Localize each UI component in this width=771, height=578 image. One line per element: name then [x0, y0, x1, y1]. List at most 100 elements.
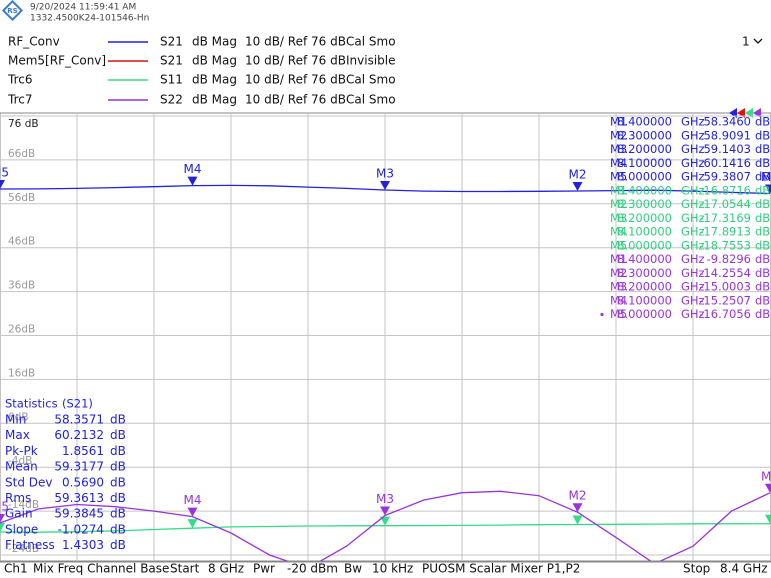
marker-name: M5 [610, 238, 627, 252]
marker-response-unit: dB [755, 225, 770, 239]
trace-scale: 10 dB/ Ref 76 dB [245, 35, 346, 49]
marker-stimulus-unit: GHz [681, 142, 705, 156]
y-tick-label: -4dB [8, 455, 32, 467]
statistic-label: Mean [5, 460, 38, 474]
marker-stimulus-unit: GHz [681, 170, 705, 184]
statistics-trace: (S21) [62, 397, 93, 411]
statistic-unit: dB [110, 522, 126, 536]
marker-triangle [187, 176, 198, 186]
statistic-value: 1.8561 [62, 444, 104, 458]
trace-status: Invisible [346, 54, 396, 68]
statistics-title: Statistics [5, 397, 58, 411]
trace-line [0, 523, 771, 533]
marker-name: M3 [610, 142, 627, 156]
marker-label: M1 [761, 469, 771, 483]
statistic-value: 59.3845 [54, 507, 104, 521]
marker-name: M5 [610, 307, 627, 321]
marker-name: M4 [610, 293, 627, 307]
marker-label: M4 [184, 493, 202, 507]
trace-scale: 10 dB/ Ref 76 dB [245, 54, 346, 68]
statistic-value: 59.3613 [54, 491, 104, 505]
marker-response: 59.1403 [703, 142, 751, 156]
y-tick-label: 6dB [8, 411, 29, 423]
marker-label: M3 [376, 167, 394, 181]
marker-stimulus-unit: GHz [681, 225, 705, 239]
marker-stimulus: 8.400000 [617, 183, 672, 197]
trace-status: Cal Smo [346, 73, 396, 87]
y-tick-label: 56dB [8, 192, 35, 204]
logo: RS [1, 0, 24, 22]
trace-line [0, 490, 771, 561]
window-number[interactable]: 1 [742, 35, 750, 49]
dropdown-arrow[interactable] [753, 38, 763, 44]
marker-triangle [0, 513, 5, 523]
marker-triangle [765, 514, 771, 524]
trace-format: dB Mag [192, 93, 237, 107]
marker-stimulus-unit: GHz [681, 211, 705, 225]
timestamp: 9/20/2024 11:59:41 AM [30, 3, 136, 13]
marker-response: 59.3807 [703, 170, 751, 184]
marker-name: M4 [610, 225, 627, 239]
statistic-label: Slope [5, 522, 38, 536]
y-tick-label: 36dB [8, 280, 35, 292]
marker-response: -17.0544 [699, 197, 751, 211]
marker-stimulus-unit: GHz [681, 156, 705, 170]
trace-name: Mem5[RF_Conv] [8, 54, 106, 68]
traces: M1M2M3M4M5M1M2M3M4M5 [0, 162, 771, 561]
marker-stimulus: 8.100000 [617, 225, 672, 239]
marker-label: M5 [0, 499, 9, 513]
status-item: Ch1 [4, 562, 28, 576]
marker-name: M2 [610, 197, 627, 211]
marker-name: M1 [610, 252, 627, 266]
marker-stimulus: 8.000000 [617, 170, 672, 184]
marker-response: -17.8913 [699, 225, 751, 239]
marker-name: M2 [610, 128, 627, 142]
y-tick-label: 16dB [8, 367, 35, 379]
marker-stimulus: 8.300000 [617, 128, 672, 142]
marker-response: -15.0003 [699, 280, 751, 294]
marker-response-unit: dB [755, 293, 770, 307]
marker-triangle [572, 182, 583, 192]
marker-triangle [380, 181, 390, 191]
marker-stimulus: 8.200000 [617, 211, 672, 225]
statistic-value: 0.5690 [62, 475, 104, 489]
marker-stimulus: 8.100000 [617, 293, 672, 307]
marker-response-unit: dB [755, 156, 770, 170]
trace-format: dB Mag [192, 54, 237, 68]
marker-name: M1 [610, 115, 627, 129]
marker-response: -9.8296 [707, 252, 751, 266]
status-item: Pwr [253, 562, 275, 576]
marker-triangle [572, 503, 583, 513]
marker-triangle [572, 515, 583, 525]
marker-response: 60.1416 [703, 156, 751, 170]
trace-measurement: S21 [160, 54, 183, 68]
marker-triangle [765, 184, 771, 194]
marker-label: M2 [569, 168, 587, 182]
svg-text:RS: RS [7, 7, 17, 15]
statistic-value: 58.3571 [54, 413, 104, 427]
status-item: -20 dBm [287, 562, 338, 576]
marker-stimulus-unit: GHz [681, 238, 705, 252]
marker-response-unit: dB [755, 211, 770, 225]
statistic-label: Gain [5, 507, 33, 521]
status-item: Stop [683, 562, 710, 576]
status-item: 8.4 GHz [720, 562, 768, 576]
y-tick-label: 26dB [8, 324, 35, 336]
trace-format: dB Mag [192, 35, 237, 49]
marker-response-unit: dB [755, 280, 770, 294]
marker-response-unit: dB [755, 128, 770, 142]
statistic-label: Pk-Pk [5, 444, 38, 458]
marker-stimulus: 8.300000 [617, 197, 672, 211]
marker-triangle [380, 516, 390, 526]
marker-triangle [765, 483, 771, 493]
marker-stimulus-unit: GHz [681, 266, 705, 280]
marker-response-unit: dB [755, 115, 770, 129]
marker-stimulus-unit: GHz [681, 293, 705, 307]
marker-stimulus: 8.300000 [617, 266, 672, 280]
statistic-unit: dB [110, 475, 126, 489]
marker-name: M3 [610, 280, 627, 294]
status-item: PUOSM Scalar Mixer P1,P2 [422, 562, 580, 576]
marker-stimulus-unit: GHz [681, 197, 705, 211]
marker-stimulus: 8.400000 [617, 252, 672, 266]
